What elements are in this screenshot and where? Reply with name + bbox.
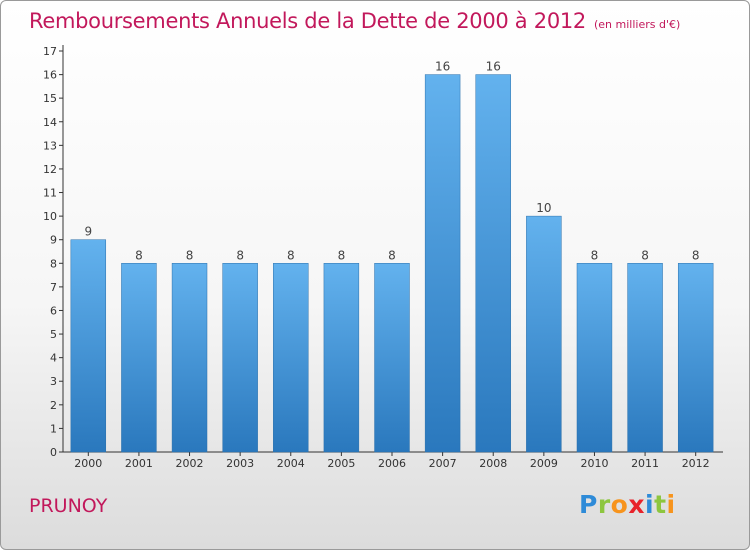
x-tick-label-2002: 2002 bbox=[176, 457, 204, 470]
logo-letter: i bbox=[666, 490, 676, 519]
logo-letter: x bbox=[628, 490, 645, 519]
x-tick-label-2003: 2003 bbox=[226, 457, 254, 470]
data-labels-group: 9 8 8 8 8 8 8 16 16 10 8 8 8 bbox=[84, 60, 699, 263]
y-tick-label: 12 bbox=[43, 163, 57, 176]
y-tick-label: 10 bbox=[43, 210, 57, 223]
data-label-2010: 8 bbox=[591, 248, 599, 262]
data-label-2011: 8 bbox=[641, 248, 649, 262]
bar-2002[interactable] bbox=[171, 263, 208, 453]
y-tick-label: 6 bbox=[50, 304, 57, 317]
bar-2008[interactable] bbox=[475, 74, 511, 453]
data-label-2006: 8 bbox=[388, 248, 396, 262]
bar-2009[interactable] bbox=[526, 215, 562, 453]
chart-title: Remboursements Annuels de la Dette de 20… bbox=[29, 9, 680, 33]
data-label-2005: 8 bbox=[338, 248, 346, 262]
data-label-2008: 16 bbox=[486, 60, 501, 74]
y-tick-label: 16 bbox=[43, 69, 57, 82]
logo-letter: i bbox=[645, 490, 655, 519]
bar-2006[interactable] bbox=[374, 263, 410, 453]
y-tick-label: 1 bbox=[50, 422, 57, 435]
data-label-2002: 8 bbox=[186, 248, 194, 262]
x-tick-label-2004: 2004 bbox=[277, 457, 305, 470]
y-tick-label: 4 bbox=[50, 352, 57, 365]
bar-2004[interactable] bbox=[273, 263, 309, 453]
y-tick-label: 13 bbox=[43, 139, 57, 152]
y-tick-label: 7 bbox=[50, 281, 57, 294]
bar-2000[interactable] bbox=[70, 239, 107, 453]
y-tick-label: 11 bbox=[43, 187, 57, 200]
y-tick-label: 9 bbox=[50, 234, 57, 247]
logo-letter: o bbox=[610, 490, 629, 519]
chart-subtitle: (en milliers d'€) bbox=[594, 18, 681, 31]
x-tick-label-2011: 2011 bbox=[631, 457, 659, 470]
bar-2012[interactable] bbox=[677, 263, 714, 453]
data-label-2007: 16 bbox=[435, 60, 450, 74]
x-axis: 2000 2001 2002 2003 2004 2005 2006 2007 2008 2009… bbox=[59, 451, 723, 470]
x-tick-label-2009: 2009 bbox=[530, 457, 558, 470]
x-tick-label-2000: 2000 bbox=[74, 457, 102, 470]
bar-2011[interactable] bbox=[627, 263, 663, 453]
bar-2001[interactable] bbox=[121, 263, 157, 453]
bar-2010[interactable] bbox=[576, 263, 613, 453]
logo-letter: t bbox=[654, 490, 667, 519]
x-tick-label-2005: 2005 bbox=[327, 457, 355, 470]
y-tick-label: 14 bbox=[43, 116, 57, 129]
y-tick-label: 0 bbox=[50, 446, 57, 459]
data-label-2003: 8 bbox=[236, 248, 244, 262]
y-tick-label: 17 bbox=[43, 45, 57, 58]
x-tick-label-2010: 2010 bbox=[580, 457, 608, 470]
data-label-2004: 8 bbox=[287, 248, 295, 262]
x-tick-label-2012: 2012 bbox=[682, 457, 710, 470]
data-label-2012: 8 bbox=[692, 248, 700, 262]
y-tick-label: 2 bbox=[50, 399, 57, 412]
y-tick-label: 8 bbox=[50, 257, 57, 270]
proxiti-logo[interactable]: Proxiti bbox=[579, 490, 676, 519]
data-label-2000: 9 bbox=[84, 225, 92, 239]
commune-name: PRUNOY bbox=[29, 495, 108, 517]
x-tick-label-2006: 2006 bbox=[378, 457, 406, 470]
title-text: Remboursements Annuels de la Dette de 20… bbox=[29, 9, 586, 33]
data-label-2009: 10 bbox=[536, 201, 551, 215]
bar-2003[interactable] bbox=[222, 263, 258, 453]
y-tick-label: 3 bbox=[50, 375, 57, 388]
bar-2007[interactable] bbox=[424, 74, 461, 453]
x-tick-label-2001: 2001 bbox=[125, 457, 153, 470]
logo-letter: r bbox=[597, 490, 611, 519]
x-tick-label-2007: 2007 bbox=[429, 457, 457, 470]
y-tick-label: 5 bbox=[50, 328, 57, 341]
data-label-2001: 8 bbox=[135, 248, 143, 262]
x-tick-label-2008: 2008 bbox=[479, 457, 507, 470]
bar-2005[interactable] bbox=[323, 263, 360, 453]
y-tick-label: 15 bbox=[43, 92, 57, 105]
bars-group bbox=[70, 74, 714, 453]
logo-letter: P bbox=[579, 490, 598, 519]
